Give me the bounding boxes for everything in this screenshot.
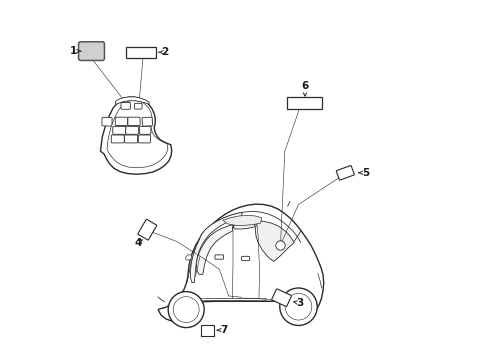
Circle shape (279, 288, 317, 325)
Polygon shape (115, 97, 149, 104)
FancyBboxPatch shape (336, 166, 354, 180)
FancyBboxPatch shape (102, 117, 112, 126)
Text: 1: 1 (70, 46, 77, 56)
FancyBboxPatch shape (139, 126, 151, 134)
Polygon shape (185, 255, 192, 260)
FancyBboxPatch shape (79, 42, 104, 60)
Polygon shape (255, 221, 294, 261)
FancyBboxPatch shape (121, 102, 130, 109)
Text: 3: 3 (296, 298, 303, 308)
Text: 5: 5 (362, 168, 369, 178)
Text: 6: 6 (301, 81, 308, 91)
Polygon shape (223, 215, 261, 225)
FancyBboxPatch shape (127, 117, 140, 125)
Text: 2: 2 (161, 47, 168, 57)
FancyBboxPatch shape (125, 126, 139, 134)
Circle shape (168, 292, 204, 328)
Polygon shape (190, 212, 242, 283)
FancyBboxPatch shape (271, 289, 291, 307)
Circle shape (285, 293, 311, 320)
Polygon shape (232, 221, 255, 229)
Text: 4: 4 (135, 238, 142, 248)
FancyBboxPatch shape (138, 135, 150, 143)
FancyBboxPatch shape (142, 117, 152, 126)
FancyBboxPatch shape (111, 135, 124, 143)
FancyBboxPatch shape (138, 219, 156, 240)
Bar (200, 325, 213, 336)
FancyBboxPatch shape (134, 103, 142, 109)
FancyBboxPatch shape (215, 255, 223, 259)
Polygon shape (196, 225, 232, 274)
Bar (126, 47, 156, 58)
Polygon shape (101, 97, 171, 174)
FancyBboxPatch shape (124, 135, 137, 143)
Polygon shape (158, 204, 323, 322)
FancyBboxPatch shape (241, 256, 249, 261)
Circle shape (173, 297, 199, 323)
Bar (286, 97, 322, 109)
FancyBboxPatch shape (113, 126, 125, 134)
Circle shape (275, 241, 285, 250)
FancyBboxPatch shape (115, 117, 127, 125)
Text: 7: 7 (220, 325, 227, 335)
